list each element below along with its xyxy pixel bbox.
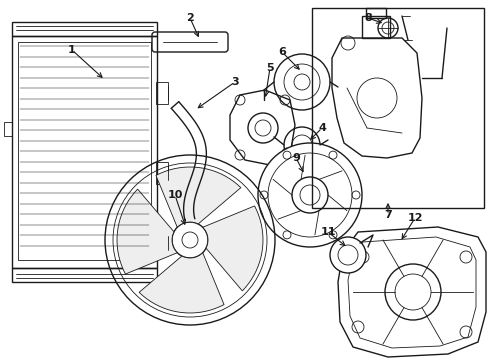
- Bar: [156, 162, 168, 184]
- Text: 9: 9: [292, 153, 300, 163]
- Bar: [156, 232, 168, 254]
- Polygon shape: [332, 38, 422, 158]
- Text: 2: 2: [186, 13, 194, 23]
- Polygon shape: [230, 90, 295, 165]
- Text: 4: 4: [318, 123, 326, 133]
- Text: 10: 10: [167, 190, 183, 200]
- Circle shape: [258, 143, 362, 247]
- Bar: [156, 82, 168, 104]
- Polygon shape: [338, 227, 486, 357]
- Text: 8: 8: [364, 13, 372, 23]
- Text: 3: 3: [231, 77, 239, 87]
- Bar: [366, 8, 386, 18]
- Bar: [312, 8, 484, 208]
- Bar: [4, 122, 12, 136]
- Bar: [18, 42, 151, 260]
- Polygon shape: [156, 167, 241, 227]
- Polygon shape: [203, 206, 263, 291]
- Text: 7: 7: [384, 210, 392, 220]
- Text: 1: 1: [68, 45, 76, 55]
- Bar: [12, 36, 157, 268]
- Circle shape: [330, 237, 366, 273]
- Text: 5: 5: [266, 63, 274, 73]
- Polygon shape: [117, 189, 177, 274]
- Polygon shape: [139, 253, 224, 313]
- Text: 6: 6: [278, 47, 286, 57]
- Bar: [362, 16, 390, 38]
- Text: 11: 11: [320, 227, 336, 237]
- Text: 12: 12: [407, 213, 423, 223]
